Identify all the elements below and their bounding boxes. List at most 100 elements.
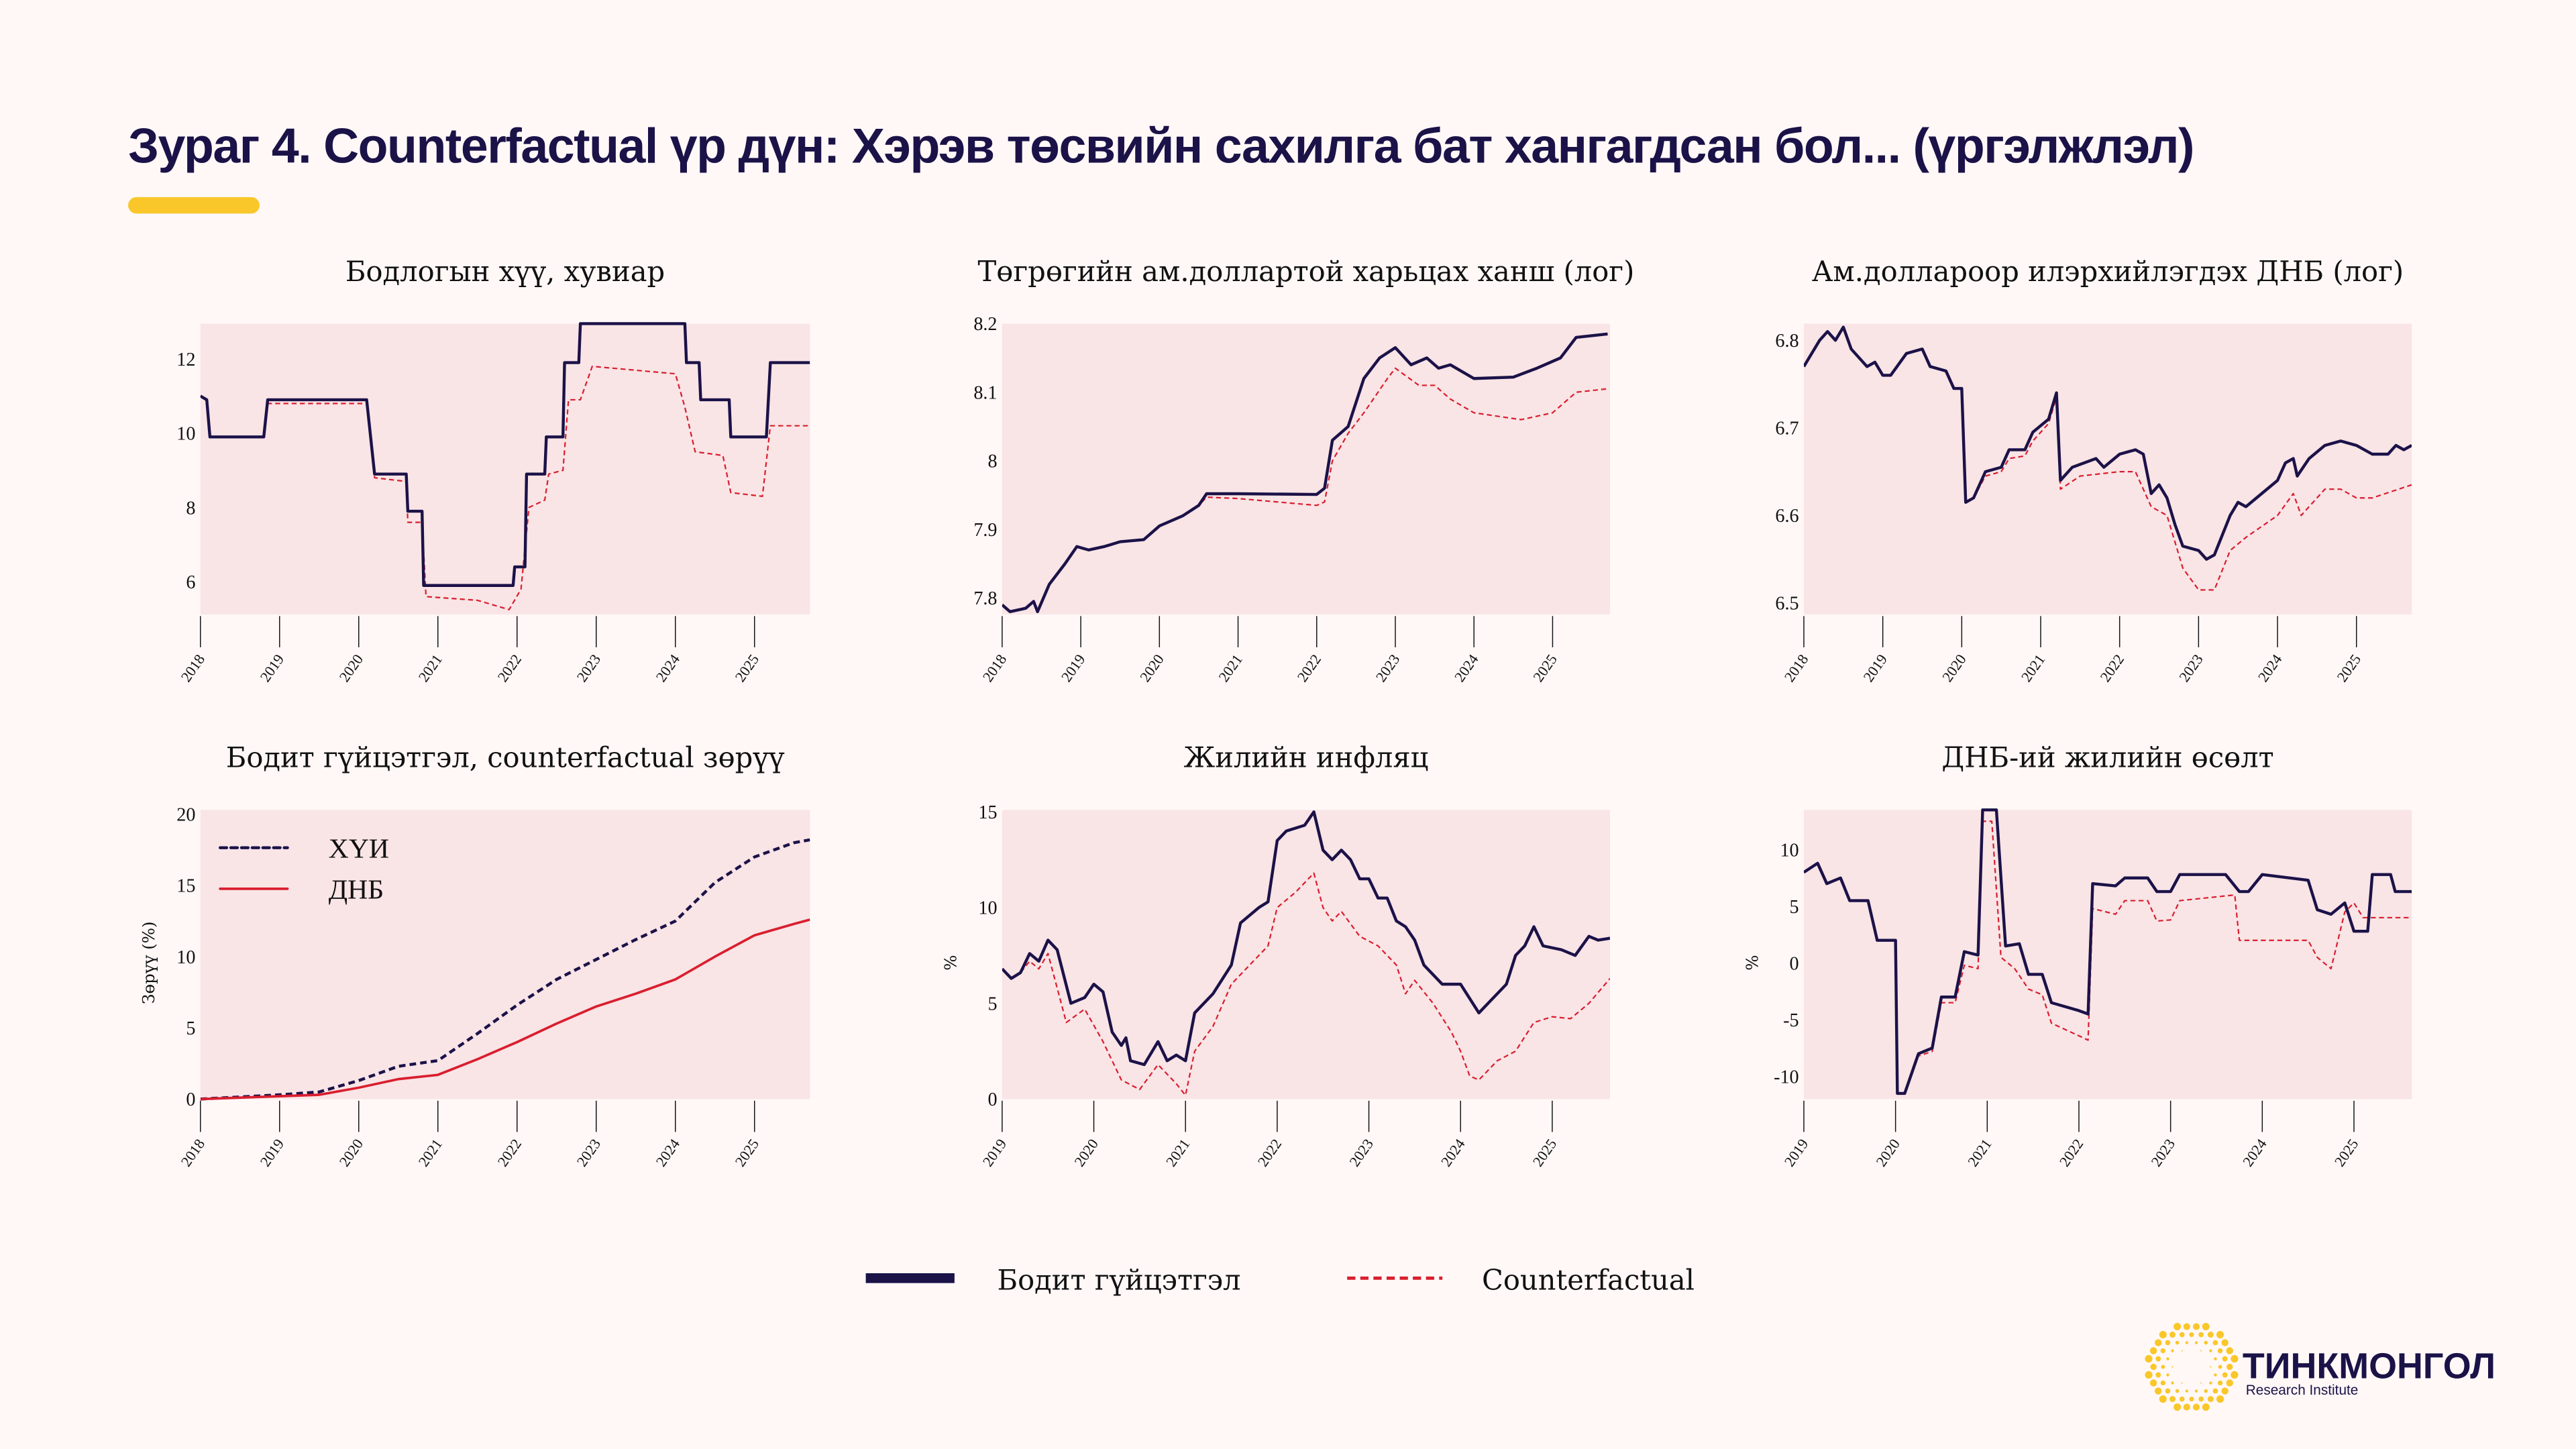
logo-dot <box>2183 1403 2190 1411</box>
series-line-бодит-гүйцэтгэл <box>200 322 810 587</box>
logo-dot <box>2192 1323 2200 1330</box>
y-tick-label: 10 <box>176 947 195 968</box>
logo-dot <box>2155 1372 2161 1378</box>
y-tick-label: 6.5 <box>1775 594 1799 614</box>
logo-dot <box>2166 1373 2169 1377</box>
logo-dot <box>2174 1323 2182 1331</box>
series-line-counterfactual <box>1002 872 1610 1096</box>
logo-dot <box>2218 1364 2222 1369</box>
logo-dot <box>2222 1372 2228 1378</box>
y-tick-label: 6.7 <box>1775 419 1799 439</box>
y-tick-label: 10 <box>978 898 997 919</box>
logo-dot <box>2185 1341 2188 1344</box>
y-tick-label: -5 <box>1783 1010 1799 1031</box>
series-line-бодит-гүйцэтгэл <box>1803 808 2412 1095</box>
y-tick-label: 5 <box>987 994 997 1014</box>
series-line-counterfactual <box>200 366 810 610</box>
y-tick-label: 10 <box>1780 840 1799 861</box>
chart-title: Төгрөгийн ам.доллартой харьцах ханш (лог… <box>978 255 1635 288</box>
y-axis-label: % <box>1742 955 1762 970</box>
logo-dot <box>2226 1363 2233 1371</box>
legend-actual-label: Бодит гүйцэтгэл <box>998 1263 1241 1296</box>
logo-dot <box>2202 1323 2210 1331</box>
logo-dot <box>2181 1350 2183 1352</box>
logo-dot <box>2231 1371 2239 1379</box>
logo-dot <box>2161 1364 2165 1369</box>
logo-dot <box>2155 1387 2162 1395</box>
logo-dot <box>2198 1332 2204 1338</box>
chart-legend: ХҮИ ДНБ <box>218 833 389 906</box>
logo-dot <box>2145 1354 2153 1363</box>
logo-dot <box>2204 1389 2208 1393</box>
logo-dot <box>2214 1357 2217 1360</box>
logo-dot <box>2159 1330 2167 1339</box>
series-line-бодит-гүйцэтгэл <box>1002 332 1608 614</box>
logo-dot <box>2194 1389 2198 1393</box>
logo-dot <box>2202 1403 2210 1411</box>
chart-title: Бодит гүйцэтгэл, counterfactual зөрүү <box>226 741 785 774</box>
logo-dot <box>2160 1348 2165 1354</box>
logo-dot <box>2183 1323 2190 1330</box>
y-tick-label: 6.6 <box>1775 506 1799 527</box>
logo-dot <box>2185 1389 2188 1393</box>
y-tick-label: 15 <box>978 802 997 823</box>
chart-title: ДНБ-ий жилийн өсөлт <box>1941 741 2273 774</box>
y-tick-label: -10 <box>1774 1067 1799 1087</box>
logo-dot <box>2226 1347 2234 1354</box>
logo-dot <box>2222 1356 2228 1362</box>
logo-hexagon-icon <box>2145 1323 2239 1411</box>
logo-dot <box>2216 1330 2224 1339</box>
y-tick-label: 6.8 <box>1775 331 1799 352</box>
logo-dot <box>2221 1387 2229 1395</box>
y-tick-label: 8.2 <box>973 314 997 335</box>
logo-dot <box>2214 1373 2217 1377</box>
y-tick-label: 12 <box>176 350 195 370</box>
bottom-legend: Бодит гүйцэтгэл Counterfactual <box>865 1263 1695 1296</box>
series-line-хүи <box>200 838 810 1101</box>
logo-dot <box>2171 1366 2174 1368</box>
logo-dot <box>2204 1340 2208 1345</box>
y-tick-label: 0 <box>186 1089 195 1110</box>
logo-dot <box>2175 1340 2180 1345</box>
plot-area <box>1002 323 1610 614</box>
logo-dot <box>2149 1379 2157 1387</box>
logo-dot <box>2200 1382 2202 1384</box>
y-tick-label: 8 <box>186 498 195 519</box>
chart-title: Бодлогын хүү, хувиар <box>345 255 665 288</box>
title-accent-bar <box>128 197 260 214</box>
logo-dot <box>2181 1382 2183 1384</box>
y-tick-label: 0 <box>1790 953 1799 974</box>
logo-dot <box>2209 1381 2212 1385</box>
legend-counterfactual-label: Counterfactual <box>1482 1263 1695 1296</box>
plot-area <box>200 323 810 614</box>
page-title: Зураг 4. Counterfactual үр дүн: Хэрэв тө… <box>128 117 2194 173</box>
logo-dot <box>2150 1363 2157 1371</box>
y-tick-label: 7.8 <box>973 588 997 609</box>
legend-label: ДНБ <box>329 875 384 906</box>
y-tick-label: 15 <box>176 876 195 897</box>
y-tick-label: 10 <box>176 424 195 445</box>
logo-dot <box>2216 1395 2224 1403</box>
chart-title: Жилийн инфляц <box>1183 741 1428 774</box>
y-tick-label: 5 <box>1790 897 1799 918</box>
logo-dot <box>2174 1403 2182 1411</box>
logo-dot <box>2189 1332 2194 1338</box>
y-tick-label: 8.1 <box>973 382 997 403</box>
logo-dot <box>2194 1341 2198 1344</box>
y-tick-label: 6 <box>186 572 195 593</box>
logo-dot <box>2198 1396 2204 1402</box>
logo-dot <box>2169 1332 2176 1338</box>
chart-title: Ам.доллароор илэрхийлэгдэх ДНБ (лог) <box>1812 255 2404 288</box>
logo-dot <box>2155 1339 2162 1346</box>
logo-name: ТИНКМОНГОЛ <box>2243 1346 2496 1387</box>
logo-dot <box>2207 1332 2214 1338</box>
plot-area <box>1803 323 2412 614</box>
logo-dot <box>2212 1340 2218 1346</box>
logo-dot <box>2145 1371 2153 1379</box>
plot-area <box>1002 810 1610 1099</box>
logo-dot <box>2226 1379 2234 1387</box>
